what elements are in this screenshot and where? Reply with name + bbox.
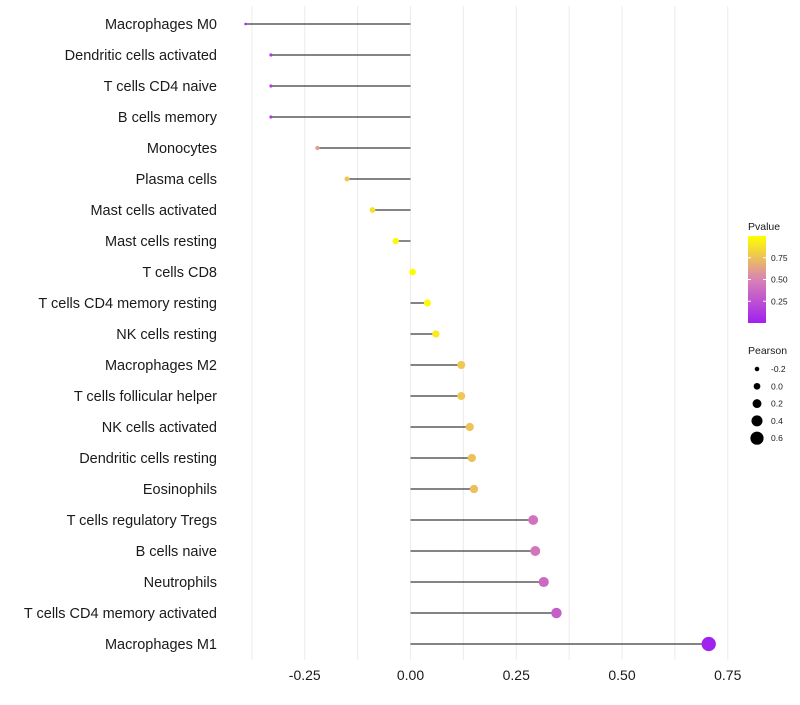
pearson-legend-dot bbox=[751, 415, 763, 427]
pvalue-legend-title: Pvalue bbox=[748, 221, 780, 233]
category-label: T cells regulatory Tregs bbox=[67, 513, 217, 529]
x-tick-label: 0.00 bbox=[397, 667, 424, 683]
pvalue-legend-ticks: 0.25 0.50 0.75 bbox=[748, 253, 788, 306]
x-tick-label: 0.50 bbox=[608, 667, 635, 683]
pearson-legend-dot bbox=[752, 399, 762, 409]
category-label: Macrophages M2 bbox=[105, 358, 217, 374]
pearson-legend-label: 0.4 bbox=[771, 416, 783, 426]
lollipop-point bbox=[701, 636, 716, 652]
lollipop-point bbox=[409, 268, 416, 276]
lollipop-point bbox=[538, 576, 549, 588]
lollipop-stems bbox=[245, 23, 709, 645]
lollipop-point bbox=[269, 115, 273, 119]
pearson-legend-title: Pearson bbox=[748, 345, 787, 357]
category-label: T cells CD4 naive bbox=[104, 79, 217, 95]
pearson-legend-dot bbox=[750, 431, 764, 445]
lollipop-point bbox=[528, 515, 539, 525]
lollipop-point bbox=[344, 176, 350, 182]
x-tick-label: 0.25 bbox=[503, 667, 530, 683]
pearson-legend-items: -0.2 0.0 0.2 0.4 0.6 bbox=[750, 364, 786, 445]
lollipop-point bbox=[465, 422, 474, 432]
lollipop-point bbox=[432, 330, 440, 338]
pvalue-colorbar bbox=[748, 236, 766, 323]
lollipop-point bbox=[530, 546, 541, 556]
category-label: Plasma cells bbox=[136, 172, 217, 188]
pearson-legend-label: 0.0 bbox=[771, 381, 783, 391]
lollipop-point bbox=[392, 237, 399, 245]
x-axis-tick-labels: -0.25 0.00 0.25 0.50 0.75 bbox=[289, 667, 742, 683]
category-label: Macrophages M0 bbox=[105, 17, 217, 33]
x-tick-label: 0.75 bbox=[714, 667, 741, 683]
lollipop-point bbox=[244, 22, 247, 26]
lollipop-point bbox=[467, 453, 476, 463]
category-label: Monocytes bbox=[147, 141, 217, 157]
pearson-legend-label: 0.6 bbox=[771, 433, 783, 443]
x-tick-label: -0.25 bbox=[289, 667, 321, 683]
lollipop-point bbox=[423, 299, 431, 307]
category-label: Mast cells activated bbox=[90, 203, 217, 219]
category-label: Dendritic cells activated bbox=[65, 48, 217, 64]
lollipop-point bbox=[551, 607, 562, 619]
lollipop-point bbox=[269, 53, 273, 57]
category-labels: Macrophages M0 Dendritic cells activated T… bbox=[24, 17, 218, 653]
pvalue-tick-label: 0.50 bbox=[771, 275, 788, 285]
lollipop-point bbox=[457, 360, 466, 370]
lollipop-point bbox=[315, 145, 320, 151]
pearson-legend-label: -0.2 bbox=[771, 364, 786, 374]
pearson-legend: Pearson -0.2 0.0 0.2 0.4 0.6 bbox=[748, 345, 787, 445]
grid-lines bbox=[251, 6, 729, 660]
category-label: Dendritic cells resting bbox=[79, 451, 217, 467]
category-label: T cells CD4 memory activated bbox=[24, 606, 217, 622]
pearson-legend-dot bbox=[753, 382, 761, 390]
category-label: Neutrophils bbox=[144, 575, 217, 591]
pvalue-tick-label: 0.75 bbox=[771, 253, 788, 263]
category-label: NK cells resting bbox=[116, 327, 217, 343]
category-label: NK cells activated bbox=[102, 420, 217, 436]
category-label: Eosinophils bbox=[143, 482, 217, 498]
pvalue-tick-label: 0.25 bbox=[771, 296, 788, 306]
category-label: T cells CD4 memory resting bbox=[38, 296, 217, 312]
category-label: Mast cells resting bbox=[105, 234, 217, 250]
lollipop-points bbox=[244, 22, 716, 652]
lollipop-point bbox=[457, 391, 466, 401]
pearson-legend-dot bbox=[754, 366, 760, 372]
lollipop-point bbox=[269, 84, 273, 88]
pearson-legend-label: 0.2 bbox=[771, 399, 783, 409]
lollipop-point bbox=[469, 484, 479, 494]
category-label: T cells follicular helper bbox=[74, 389, 217, 405]
category-label: Macrophages M1 bbox=[105, 637, 217, 653]
category-label: B cells memory bbox=[118, 110, 218, 126]
lollipop-point bbox=[369, 207, 376, 213]
category-label: T cells CD8 bbox=[142, 265, 217, 281]
category-label: B cells naive bbox=[136, 544, 217, 560]
pvalue-legend: Pvalue 0.25 0.50 0.75 bbox=[748, 221, 788, 323]
